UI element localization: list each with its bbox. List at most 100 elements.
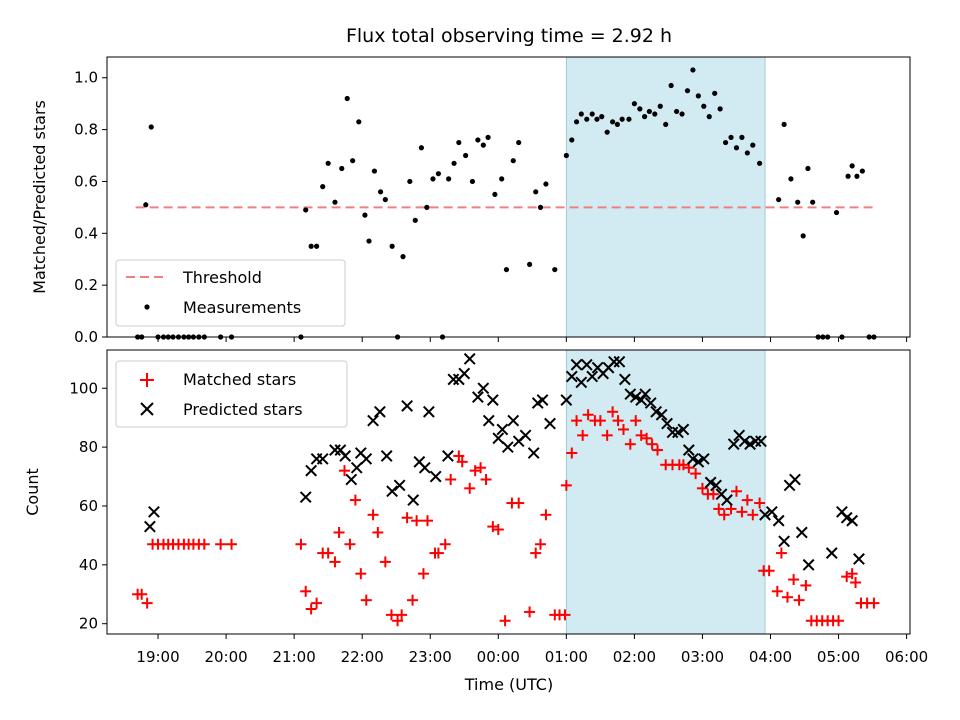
predicted-point [586, 370, 599, 383]
measurement-point [366, 238, 372, 244]
measurement-point [543, 181, 549, 187]
measurement-point [679, 111, 685, 117]
predicted-point [507, 414, 520, 427]
measurement-point [810, 199, 816, 205]
measurement-point [795, 199, 801, 205]
predicted-point [401, 400, 414, 412]
measurement-point [833, 209, 840, 216]
y-tick-label: 0.8 [74, 121, 98, 139]
matched-point [793, 594, 805, 606]
matched-point [800, 579, 812, 591]
matched-point [850, 576, 862, 588]
measurement-point [526, 261, 533, 268]
x-tick-label: 05:00 [817, 648, 860, 666]
predicted-point [350, 461, 363, 474]
matched-point [499, 615, 511, 627]
y-tick-label: 0.4 [74, 224, 98, 242]
predicted-point [744, 438, 756, 451]
matched-point [360, 594, 372, 606]
legend-matched-label: Matched stars [183, 370, 296, 389]
matched-point [401, 512, 413, 524]
panel-top: 0.0 0.2 0.4 0.6 0.8 1.0 Matched/Predicted sta… [30, 56, 911, 346]
legend-threshold-label: Threshold [182, 268, 262, 287]
x-axis-bottom: 19:00 20:00 21:00 22:00 23:00 00:00 01:00 02:00… [136, 634, 928, 666]
matched-point [198, 538, 210, 550]
predicted-point [655, 408, 668, 421]
predicted-point [789, 473, 801, 486]
matched-point [136, 588, 148, 600]
matched-point [226, 538, 238, 550]
measurement-point [389, 243, 395, 249]
measurement-point [463, 152, 469, 159]
measurement-point [332, 199, 338, 205]
predicted-point [367, 414, 379, 427]
predicted-point [407, 494, 420, 507]
measurement-point [712, 90, 718, 96]
measurement-point [350, 158, 356, 164]
measurement-point [499, 176, 505, 182]
y-tick-label: 0.6 [74, 172, 98, 190]
predicted-point [316, 452, 329, 465]
measurement-point [510, 158, 516, 164]
x-tick-label: 21:00 [273, 648, 316, 666]
matched-point [713, 503, 725, 515]
measurement-point [626, 116, 632, 122]
predicted-point [477, 382, 490, 395]
y-tick-label: 40 [79, 556, 98, 574]
matched-point [612, 415, 624, 427]
predicted-point [570, 358, 583, 371]
matched-point [594, 415, 606, 427]
measurement-point [344, 95, 350, 102]
measurement-point [356, 119, 362, 125]
measurement-point [573, 119, 580, 125]
measurement-point [584, 116, 590, 122]
measurement-point [303, 207, 309, 213]
predicted-point [299, 491, 312, 504]
measurement-point [552, 266, 558, 273]
measurement-point [456, 139, 462, 146]
matched-point [464, 482, 476, 494]
x-tick-label: 04:00 [749, 648, 792, 666]
y-axis-label-top: Matched/Predicted stars [30, 100, 49, 294]
predicted-point [608, 355, 620, 368]
x-tick-label: 20:00 [204, 648, 247, 666]
y-tick-label: 0.0 [74, 328, 98, 346]
matched-point [763, 565, 775, 577]
matched-point [601, 429, 613, 441]
measurement-point [339, 165, 345, 172]
predicted-point [482, 414, 495, 427]
measurement-point [492, 191, 498, 198]
matched-point [329, 556, 341, 568]
predicted-point [386, 485, 399, 498]
plot-frame-top [106, 56, 911, 338]
matched-point [577, 429, 589, 441]
predicted-stars-series [143, 352, 865, 571]
measurement-point [690, 67, 696, 73]
matched-point [385, 609, 397, 621]
matched-point [215, 538, 227, 550]
predicted-point [650, 405, 663, 418]
predicted-point [501, 441, 514, 454]
predicted-point [544, 417, 556, 430]
predicted-point [575, 376, 588, 389]
matched-point [379, 556, 391, 568]
matched-point [846, 568, 858, 580]
measurement-point [663, 121, 669, 128]
matched-point [407, 594, 419, 606]
predicted-point [853, 553, 865, 565]
predicted-point [429, 470, 442, 483]
predicted-point [749, 435, 762, 448]
predicted-point [727, 438, 740, 451]
predicted-point [486, 394, 499, 406]
measurement-point [668, 82, 674, 89]
measurement-point [701, 103, 707, 109]
matched-point [736, 506, 748, 518]
measurement-point [480, 142, 486, 148]
predicted-point [305, 464, 318, 477]
measurement-point [377, 189, 384, 195]
matched-point [771, 585, 783, 597]
predicted-point [802, 558, 815, 571]
measurement-point [412, 217, 418, 223]
predicted-point [496, 423, 509, 436]
measurement-point [800, 233, 806, 239]
